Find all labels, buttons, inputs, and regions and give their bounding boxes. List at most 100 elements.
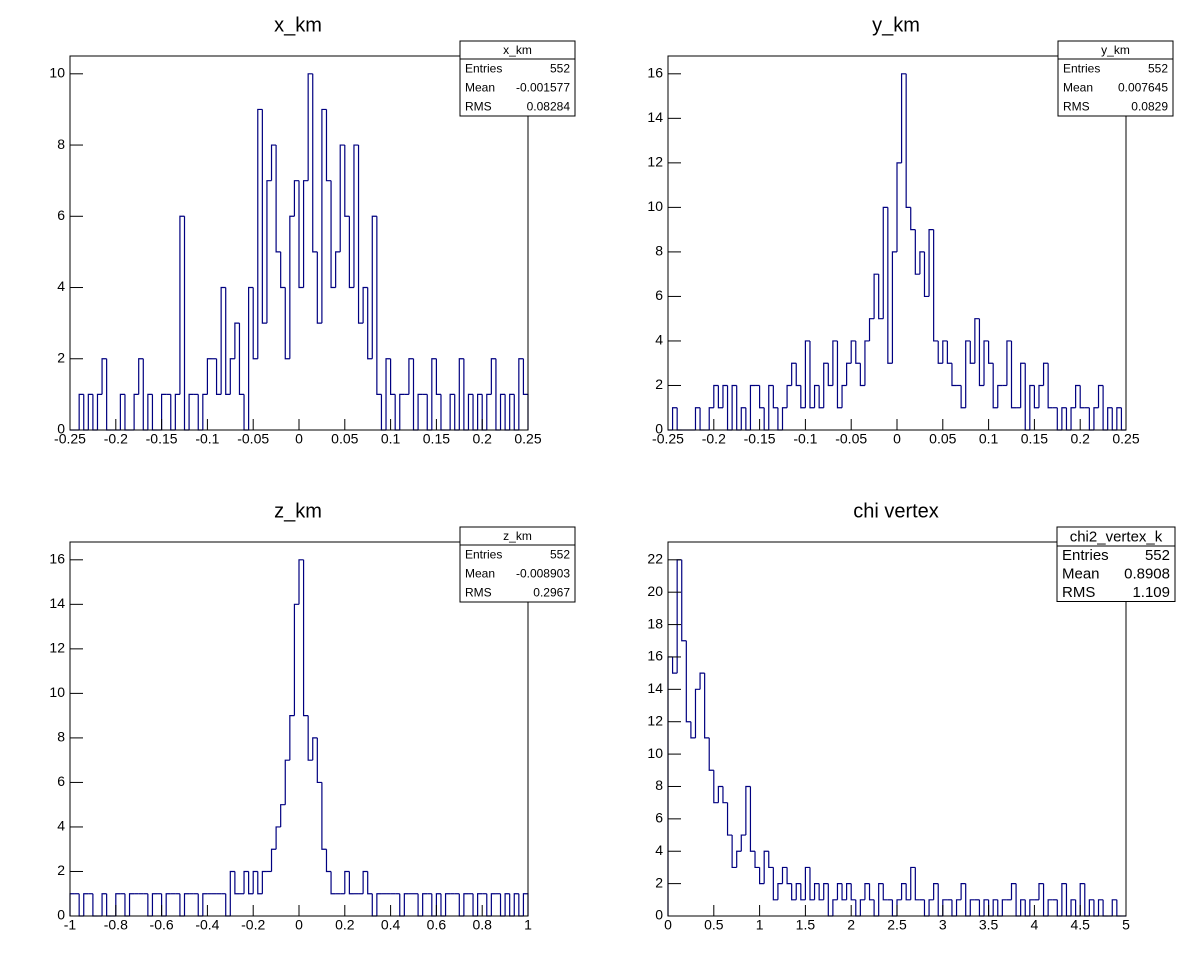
histogram-bin	[1102, 385, 1108, 431]
histogram-bin	[312, 737, 318, 761]
histogram-bin	[708, 737, 714, 771]
histogram-bin	[868, 318, 875, 341]
histogram-bin	[786, 867, 792, 885]
stats-value: -0.008903	[516, 567, 570, 581]
histogram-bin	[974, 318, 980, 364]
histogram-bin	[809, 340, 815, 409]
histogram-bin	[768, 384, 774, 430]
stats-label: Mean	[465, 81, 495, 95]
histogram-bin	[1029, 384, 1035, 430]
histogram-bin	[1065, 407, 1072, 431]
histogram-bin	[1075, 899, 1081, 917]
histogram-bin	[289, 715, 295, 761]
histogram-bin	[481, 394, 487, 431]
stats-box	[459, 526, 576, 603]
histogram-bin	[161, 393, 167, 430]
histogram-bin	[1038, 384, 1044, 408]
histogram-bin	[928, 229, 934, 297]
histogram-bin	[225, 287, 231, 395]
histogram-bin	[257, 108, 263, 359]
pad: chi vertex 0 0.5 1 1.5 2 2.5 3 3.5 4 4.5 5 0 2 4 6 8 10 12…	[647, 500, 1176, 933]
histogram-bin	[522, 893, 529, 916]
histogram-bin	[882, 883, 888, 901]
histogram-bin	[197, 394, 203, 431]
histogram-bin	[795, 883, 801, 900]
histogram-bin	[449, 393, 455, 430]
histogram-bin	[827, 363, 833, 387]
histogram-bin	[823, 362, 829, 408]
y-tick-label: 8	[655, 243, 663, 259]
x-tick-label: 2	[847, 917, 855, 933]
histogram-bin	[841, 883, 847, 901]
histogram-bin	[1120, 407, 1126, 431]
x-tick-label: 2.5	[887, 917, 907, 933]
histogram-bin	[859, 899, 865, 916]
histogram-bin	[513, 893, 519, 916]
histogram-bin	[937, 883, 943, 917]
histogram-bin	[229, 870, 235, 916]
histogram-bin	[316, 737, 322, 784]
x-tick-label: 5	[1122, 917, 1130, 933]
histogram-bin	[983, 899, 989, 916]
histogram-bin	[763, 407, 769, 431]
histogram-bin	[335, 251, 341, 288]
histogram-bin	[699, 672, 705, 690]
x-tick-label: 3	[939, 917, 947, 933]
stats-label: RMS	[1062, 584, 1095, 601]
histogram-bin	[708, 407, 714, 430]
histogram-bin	[422, 893, 428, 916]
histogram-bin	[832, 340, 838, 386]
histogram-bin	[147, 893, 153, 917]
histogram-bin	[827, 883, 833, 917]
histogram-bin	[367, 871, 373, 895]
x-tick-label: 4.5	[1070, 917, 1090, 933]
x-tick-label: -0.15	[744, 431, 776, 447]
histogram-bin	[736, 850, 742, 868]
histogram-bin	[781, 407, 788, 430]
histogram-bin	[763, 850, 769, 884]
histogram-bin	[270, 848, 277, 872]
histogram-bin	[983, 340, 989, 386]
histogram-bin	[988, 340, 994, 364]
x-tick-label: -0.2	[241, 917, 265, 933]
histogram-bin	[284, 287, 290, 360]
histogram-bin	[293, 180, 299, 217]
stats-label: Entries	[1063, 62, 1100, 76]
y-tick-label: 6	[57, 773, 65, 789]
histogram-bin	[234, 322, 240, 359]
histogram-bin	[266, 180, 272, 324]
histogram-bin	[1015, 883, 1021, 917]
y-tick-label: 4	[57, 278, 65, 294]
histogram-bin	[1020, 362, 1026, 408]
histogram-bin	[371, 893, 377, 917]
histogram-bin	[151, 394, 158, 431]
histogram-bin	[992, 363, 998, 409]
histogram-bin	[128, 893, 135, 916]
x-tick-label: 3.5	[979, 917, 999, 933]
histogram-bin	[1088, 407, 1094, 431]
histogram-bin	[1047, 899, 1053, 916]
y-tick-label: 0	[655, 907, 663, 923]
x-tick-label: -0.4	[195, 917, 219, 933]
histogram-bin	[818, 385, 824, 409]
histogram-bin	[403, 893, 409, 916]
histogram-bin	[1102, 899, 1108, 917]
histogram-bin	[495, 358, 501, 431]
histogram-bin	[518, 358, 524, 430]
histogram-bin	[390, 358, 396, 395]
y-tick-label: 10	[647, 745, 663, 761]
histogram-bin	[325, 109, 332, 182]
y-tick-label: 8	[655, 777, 663, 793]
x-tick-label: -0.05	[835, 431, 867, 447]
histogram-bin	[504, 394, 510, 431]
histogram-bin	[749, 786, 756, 852]
histogram-bin	[1097, 384, 1104, 408]
histogram-bin	[1065, 883, 1072, 917]
histogram-bin	[818, 883, 824, 901]
histogram-bin	[293, 603, 299, 716]
histogram-bin	[882, 206, 888, 319]
histogram-bin	[905, 883, 911, 901]
histogram-bin	[855, 899, 861, 917]
x-tick-label: 0	[295, 431, 303, 447]
histogram-bin	[298, 180, 304, 289]
